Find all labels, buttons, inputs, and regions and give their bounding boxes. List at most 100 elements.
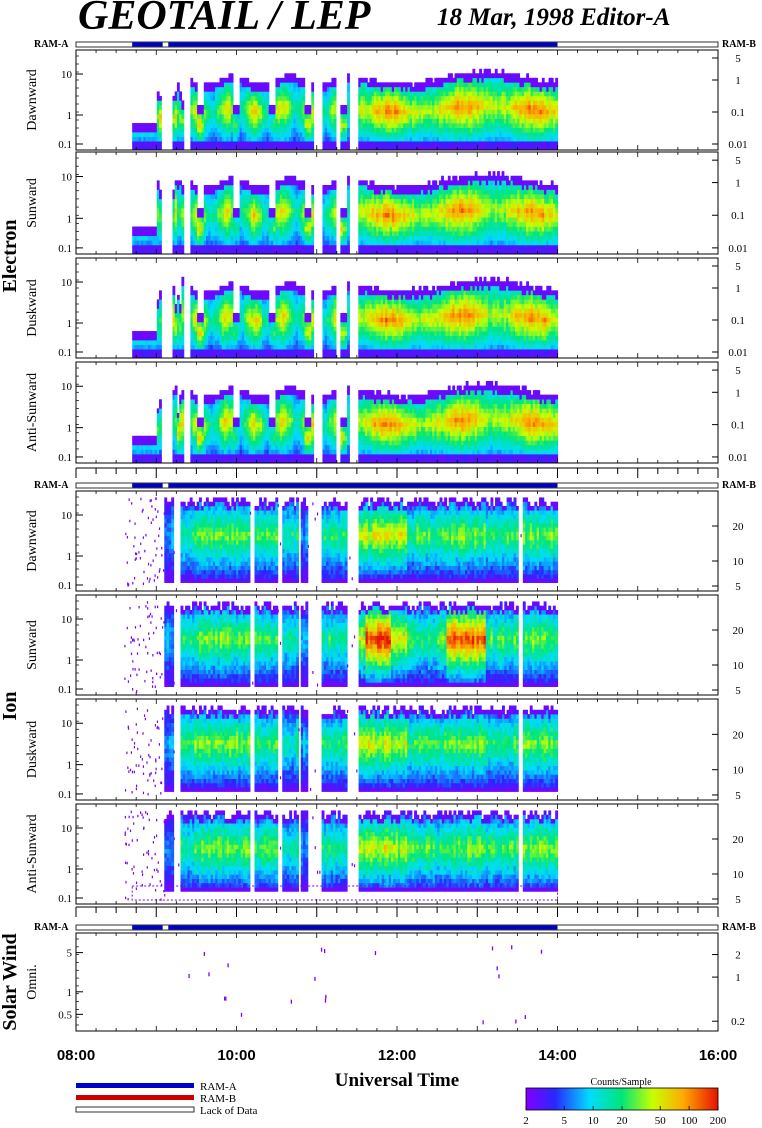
- colorbar-cell: [640, 1088, 642, 1110]
- colorbar-cell: [613, 1088, 615, 1110]
- colorbar-cell: [711, 1088, 713, 1110]
- colorbar-cell: [561, 1088, 563, 1110]
- colorbar-cell: [709, 1088, 711, 1110]
- panel-label: Omni.: [25, 964, 40, 999]
- y2-tick-label: 0.01: [728, 452, 747, 464]
- colorbar-cell: [603, 1088, 605, 1110]
- colorbar-cell: [584, 1088, 586, 1110]
- colorbar-cell: [673, 1088, 675, 1110]
- spectrogram: [132, 68, 559, 151]
- colorbar-cell: [699, 1088, 701, 1110]
- colorbar-cell: [617, 1088, 619, 1110]
- y2-tick-label: 1: [735, 972, 741, 984]
- colorbar-cell: [625, 1088, 627, 1110]
- colorbar-cell: [530, 1088, 532, 1110]
- colorbar-cell: [680, 1088, 682, 1110]
- x-tick-label: 14:00: [538, 1047, 576, 1064]
- group-label: Ion: [0, 692, 21, 721]
- colorbar-cell: [667, 1088, 669, 1110]
- y2-tick-label: 5: [735, 894, 741, 906]
- legend-ram-b-swatch: [76, 1095, 194, 1100]
- colorbar-cell: [679, 1088, 681, 1110]
- colorbar-cell: [651, 1088, 653, 1110]
- y-tick-label: 1: [67, 423, 73, 435]
- colorbar-cell: [670, 1088, 672, 1110]
- colorbar-cell: [528, 1088, 530, 1110]
- colorbar-cell: [627, 1088, 629, 1110]
- x-tick-label: 08:00: [57, 1047, 95, 1064]
- panel-label: Anti-Sunward: [25, 373, 40, 452]
- colorbar-cell: [669, 1088, 671, 1110]
- colorbar-cell: [552, 1088, 554, 1110]
- colorbar-cell: [589, 1088, 591, 1110]
- panel-label: Anti-Sunward: [25, 814, 40, 893]
- colorbar-cell: [704, 1088, 706, 1110]
- colorbar-cell: [618, 1088, 620, 1110]
- colorbar-cell: [534, 1088, 536, 1110]
- colorbar-cell: [527, 1088, 529, 1110]
- ram-b-label: RAM-B: [722, 480, 756, 491]
- spectrogram: [124, 810, 559, 901]
- colorbar-cell: [571, 1088, 573, 1110]
- colorbar-cell: [642, 1088, 644, 1110]
- colorbar-cell: [538, 1088, 540, 1110]
- colorbar-cell: [659, 1088, 661, 1110]
- colorbar-cell: [624, 1088, 626, 1110]
- colorbar-cell: [717, 1088, 719, 1110]
- y2-tick-label: 0.01: [728, 243, 747, 255]
- ram-a-segment: [168, 483, 558, 488]
- ram-b-label: RAM-B: [722, 922, 756, 933]
- colorbar-cell: [583, 1088, 585, 1110]
- colorbar-cell: [656, 1088, 658, 1110]
- colorbar-cell: [685, 1088, 687, 1110]
- y-tick-label: 0.1: [58, 580, 72, 592]
- colorbar-cell: [579, 1088, 581, 1110]
- colorbar-cell: [569, 1088, 571, 1110]
- x-tick-label: 16:00: [699, 1047, 737, 1064]
- y-tick-label: 1: [67, 760, 73, 772]
- colorbar-cell: [608, 1088, 610, 1110]
- colorbar-cell: [529, 1088, 531, 1110]
- colorbar-cell: [548, 1088, 550, 1110]
- x-axis-title: Universal Time: [335, 1070, 459, 1091]
- colorbar-cell: [612, 1088, 614, 1110]
- y2-tick-label: 10: [733, 765, 745, 777]
- colorbar-cell: [558, 1088, 560, 1110]
- colorbar-cell: [700, 1088, 702, 1110]
- y2-tick-label: 5: [735, 790, 741, 802]
- ram-a-segment: [168, 925, 558, 930]
- colorbar-cell: [562, 1088, 564, 1110]
- y-tick-label: 10: [61, 823, 73, 835]
- ram-a-label: RAM-A: [34, 39, 69, 50]
- colorbar-cell: [646, 1088, 648, 1110]
- colorbar-cell: [660, 1088, 662, 1110]
- colorbar-cell: [593, 1088, 595, 1110]
- y2-tick-label: 20: [733, 521, 745, 533]
- colorbar-cell: [664, 1088, 666, 1110]
- colorbar-cell: [655, 1088, 657, 1110]
- colorbar-cell: [643, 1088, 645, 1110]
- colorbar-cell: [601, 1088, 603, 1110]
- colorbar-cell: [692, 1088, 694, 1110]
- y2-tick-label: 0.01: [728, 139, 747, 151]
- y-tick-label: 1: [67, 110, 73, 122]
- colorbar-cell: [686, 1088, 688, 1110]
- colorbar-cell: [532, 1088, 534, 1110]
- colorbar-cell: [605, 1088, 607, 1110]
- spectrogram: [188, 945, 543, 1025]
- ram-a-segment: [168, 42, 558, 47]
- y2-tick-label: 0.1: [731, 315, 745, 327]
- y-tick-label: 0.1: [58, 243, 72, 255]
- colorbar-cell: [541, 1088, 543, 1110]
- y2-tick-label: 2: [735, 950, 741, 962]
- y2-tick-label: 5: [735, 685, 741, 697]
- colorbar-cell: [531, 1088, 533, 1110]
- colorbar-cell: [543, 1088, 545, 1110]
- colorbar-cell: [657, 1088, 659, 1110]
- colorbar-cell: [641, 1088, 643, 1110]
- y2-tick-label: 0.1: [731, 210, 745, 222]
- group-label: Solar Wind: [0, 933, 21, 1030]
- colorbar-cell: [596, 1088, 598, 1110]
- colorbar-cell: [713, 1088, 715, 1110]
- ram-a-segment: [132, 42, 163, 47]
